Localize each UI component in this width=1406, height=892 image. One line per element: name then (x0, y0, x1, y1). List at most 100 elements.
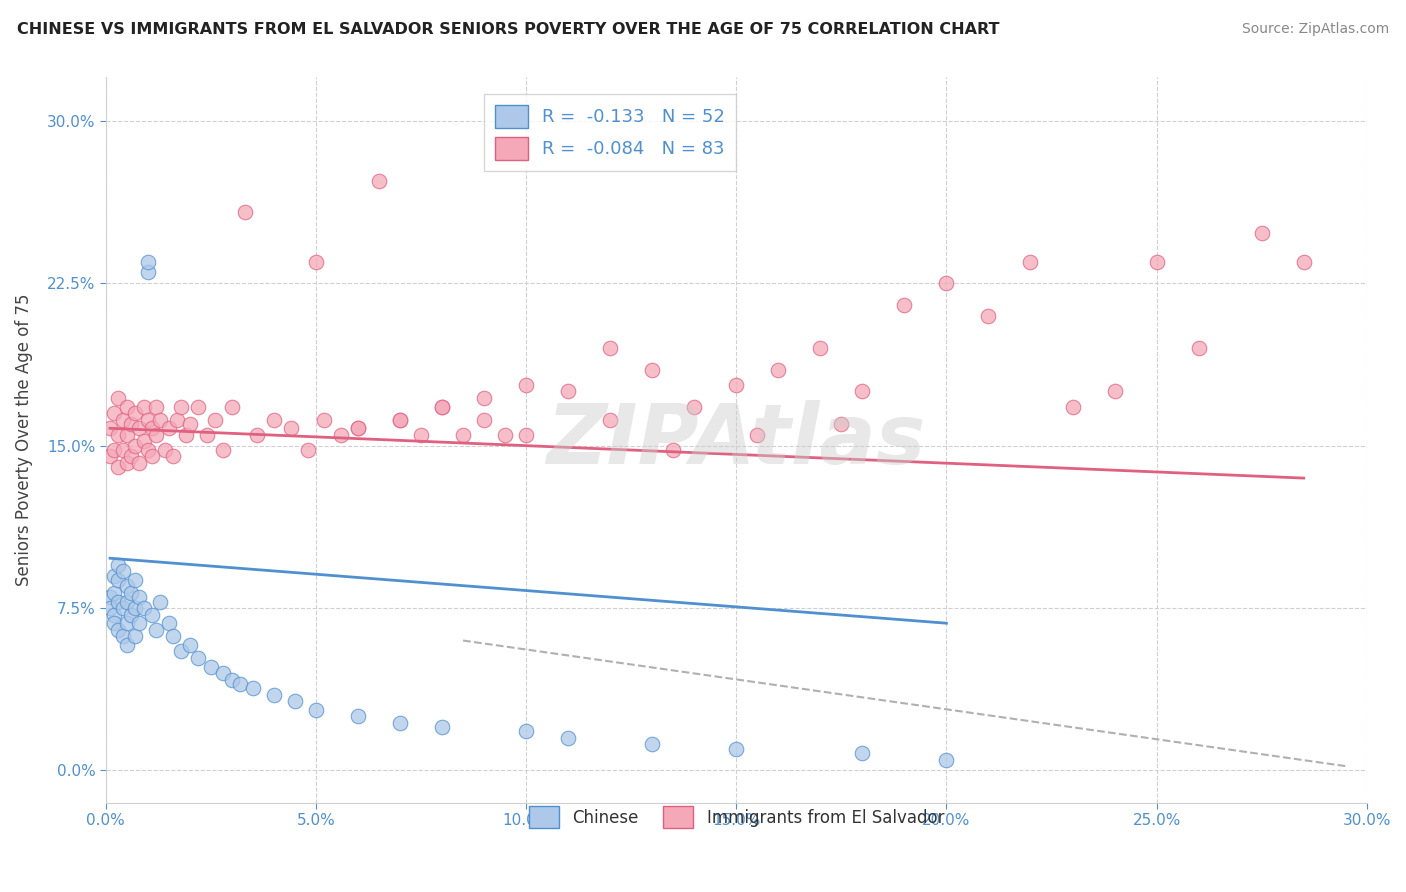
Point (103, 616, 125, 631)
Point (430, 400, 453, 414)
Point (280, 421, 302, 435)
Point (107, 460, 129, 475)
Point (162, 450, 184, 464)
Point (107, 427, 129, 442)
Point (263, 688, 285, 702)
Point (145, 400, 167, 414)
Point (128, 616, 150, 631)
Point (98, 450, 121, 464)
Point (170, 400, 193, 414)
Point (515, 427, 537, 442)
Point (124, 601, 146, 615)
Point (305, 254, 328, 268)
Point (599, 412, 621, 426)
Point (1104, 384, 1126, 399)
Point (284, 694, 307, 708)
Point (233, 204, 256, 219)
Point (115, 579, 138, 593)
Point (98, 591, 121, 605)
Point (368, 174, 391, 188)
Point (212, 442, 235, 457)
Text: CHINESE VS IMMIGRANTS FROM EL SALVADOR SENIORS POVERTY OVER THE AGE OF 75 CORREL: CHINESE VS IMMIGRANTS FROM EL SALVADOR S… (17, 22, 1000, 37)
Point (111, 564, 134, 578)
Point (107, 623, 129, 637)
Point (683, 400, 706, 414)
Point (103, 568, 125, 582)
Point (305, 703, 328, 717)
Point (430, 720, 453, 734)
Point (935, 753, 957, 767)
Point (141, 421, 163, 435)
Y-axis label: Seniors Poverty Over the Age of 75: Seniors Poverty Over the Age of 75 (15, 294, 32, 586)
Point (1250, 227, 1272, 241)
Point (141, 607, 163, 622)
Point (115, 427, 138, 442)
Point (851, 746, 873, 760)
Point (977, 309, 1000, 323)
Point (768, 363, 790, 377)
Point (124, 629, 146, 643)
Point (107, 573, 129, 587)
Point (115, 456, 138, 470)
Point (242, 681, 264, 695)
Point (145, 623, 167, 637)
Point (1019, 254, 1042, 268)
Point (472, 391, 495, 405)
Point (515, 378, 537, 392)
Point (132, 434, 155, 449)
Point (124, 439, 146, 453)
Point (641, 363, 664, 377)
Point (515, 724, 537, 739)
Point (120, 586, 142, 600)
Point (111, 442, 134, 457)
Point (174, 427, 197, 442)
Point (557, 731, 579, 745)
Point (187, 651, 209, 665)
Point (747, 427, 769, 442)
Point (149, 412, 172, 426)
Point (1062, 400, 1084, 414)
Point (115, 400, 138, 414)
Point (111, 412, 134, 426)
Point (935, 276, 957, 290)
Point (128, 591, 150, 605)
Point (347, 421, 370, 435)
Point (725, 741, 748, 756)
Point (641, 738, 664, 752)
Point (725, 378, 748, 392)
Point (132, 601, 155, 615)
Point (1292, 254, 1315, 268)
Point (107, 558, 129, 572)
Point (120, 417, 142, 431)
Point (494, 427, 516, 442)
Point (195, 427, 218, 442)
Point (179, 417, 201, 431)
Point (141, 450, 163, 464)
Point (115, 594, 138, 608)
Point (145, 427, 167, 442)
Point (120, 607, 142, 622)
Point (162, 629, 184, 643)
Point (430, 400, 453, 414)
Point (330, 427, 353, 442)
Point (221, 673, 243, 687)
Point (103, 406, 125, 420)
Point (124, 406, 146, 420)
Point (187, 400, 209, 414)
Point (263, 412, 285, 426)
Point (1188, 341, 1211, 355)
Point (662, 442, 685, 457)
Point (98, 421, 121, 435)
Point (389, 715, 412, 730)
Point (851, 384, 873, 399)
Point (111, 601, 134, 615)
Point (893, 298, 915, 312)
Point (409, 427, 432, 442)
Point (347, 709, 370, 723)
Point (297, 442, 319, 457)
Point (120, 450, 142, 464)
Point (136, 412, 159, 426)
Point (103, 442, 125, 457)
Point (808, 341, 831, 355)
Point (153, 442, 176, 457)
